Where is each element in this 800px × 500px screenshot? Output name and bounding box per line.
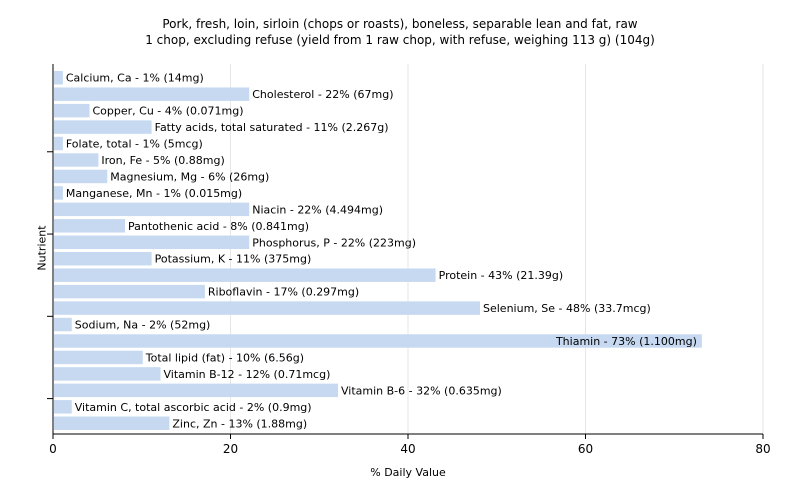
x-tick-label: 20: [223, 442, 238, 456]
x-tick-label: 80: [755, 442, 770, 456]
x-tick-label: 40: [400, 442, 415, 456]
x-tick-label: 0: [49, 442, 57, 456]
bar: [54, 416, 170, 430]
chart-title-block: Pork, fresh, loin, sirloin (chops or roa…: [0, 16, 800, 48]
x-axis-label: % Daily Value: [370, 466, 446, 479]
y-axis-label: Nutrient: [35, 225, 49, 271]
bar: [54, 169, 108, 184]
bar-label: Total lipid (fat) - 10% (6.56g): [145, 351, 304, 364]
bar-label: Sodium, Na - 2% (52mg): [75, 319, 211, 332]
bar-label: Riboflavin - 17% (0.297mg): [208, 286, 359, 299]
bar: [54, 350, 143, 365]
bar: [54, 219, 125, 233]
bar: [54, 71, 63, 85]
bar-label: Iron, Fe - 5% (0.88mg): [101, 154, 224, 167]
bar-label: Phosphorus, P - 22% (223mg): [252, 236, 416, 249]
bar: [54, 317, 72, 332]
bar: [54, 367, 161, 381]
bar: [54, 268, 436, 282]
bar-label: Vitamin B-6 - 32% (0.635mg): [341, 384, 502, 397]
bar: [54, 235, 250, 249]
chart-subtitle: 1 chop, excluding refuse (yield from 1 r…: [145, 33, 655, 47]
bar-label: Vitamin B-12 - 12% (0.71mcg): [164, 368, 331, 381]
bar-label: Fatty acids, total saturated - 11% (2.26…: [155, 121, 389, 134]
bar-label: Protein - 43% (21.39g): [439, 269, 564, 282]
bar-label: Zinc, Zn - 13% (1.88mg): [172, 417, 307, 430]
bar-label: Cholesterol - 22% (67mg): [252, 88, 393, 101]
bar-label: Vitamin C, total ascorbic acid - 2% (0.9…: [75, 401, 312, 414]
bar-label: Thiamin - 73% (1.100mg): [555, 335, 697, 348]
bar: [54, 153, 99, 167]
bar: [54, 334, 702, 348]
bar: [54, 103, 90, 118]
bar-label: Magnesium, Mg - 6% (26mg): [110, 170, 269, 183]
bar-label: Niacin - 22% (4.494mg): [252, 203, 383, 216]
bar: [54, 252, 152, 266]
bar: [54, 301, 480, 315]
bar: [54, 120, 152, 134]
bar-label: Potassium, K - 11% (375mg): [155, 253, 312, 266]
bar-label: Pantothenic acid - 8% (0.841mg): [128, 220, 309, 233]
bar-label: Selenium, Se - 48% (33.7mcg): [483, 302, 651, 315]
bar-label: Folate, total - 1% (5mcg): [66, 138, 203, 151]
bar-label: Manganese, Mn - 1% (0.015mg): [66, 187, 242, 200]
bar: [54, 284, 205, 299]
chart-title: Pork, fresh, loin, sirloin (chops or roa…: [162, 17, 638, 31]
bar: [54, 202, 250, 217]
x-tick-label: 60: [578, 442, 593, 456]
bar: [54, 136, 63, 151]
bar: [54, 87, 250, 101]
bar: [54, 383, 338, 398]
bar: [54, 400, 72, 414]
bar: [54, 186, 63, 200]
bar-label: Calcium, Ca - 1% (14mg): [66, 72, 204, 85]
bar-label: Copper, Cu - 4% (0.071mg): [93, 105, 244, 118]
